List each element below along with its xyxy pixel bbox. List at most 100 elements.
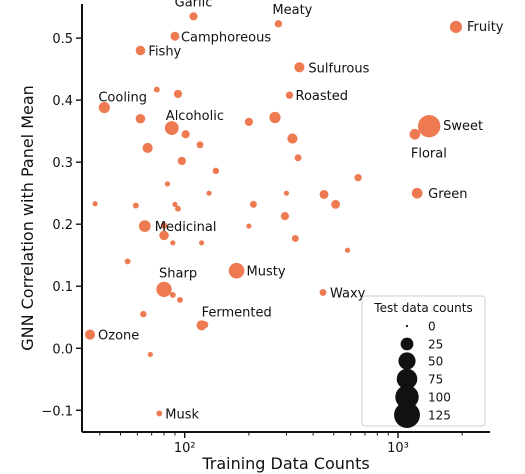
y-tick-label: 0.1 [52,280,73,295]
y-tick-label: 0.4 [52,94,73,109]
data-point [124,258,131,265]
data-point [283,190,290,196]
point-label-sweet: Sweet [443,119,483,134]
point-label-sulfurous: Sulfurous [308,61,369,76]
point-label-alcoholic: Alcoholic [166,109,224,124]
legend-marker [400,337,414,351]
x-ticks: 10² 10³ [99,432,463,456]
data-point [135,113,146,124]
data-point [164,181,171,187]
data-point [132,202,139,209]
y-axis-title: GNN Correlation with Panel Mean [18,85,37,351]
data-point [160,222,168,229]
data-point-roasted [285,91,294,99]
data-point [159,230,169,241]
data-point-cooling [98,101,110,114]
legend-marker [394,402,420,428]
data-point-camphoreous [170,31,180,41]
legend-title: Test data counts [373,301,472,315]
legend-marker [398,352,416,370]
data-point [92,201,98,207]
y-ticks: −0.1 0.0 0.1 0.2 0.3 0.4 0.5 [41,32,82,419]
data-point-sharp [156,281,172,297]
legend-label: 50 [428,355,443,369]
point-label-green: Green [428,187,467,202]
data-point [354,173,362,182]
data-point-musk [156,410,163,417]
point-label-ozone: Ozone [98,329,139,344]
legend-marker [396,368,418,390]
data-point-medicinal [138,220,151,232]
data-point [344,247,351,253]
data-point [249,200,257,208]
points-layer [84,12,463,417]
data-point [291,234,299,242]
data-point [280,212,290,221]
data-point [153,86,160,93]
data-point [331,199,341,209]
data-point [177,156,186,166]
point-label-medicinal: Medicinal [155,220,217,235]
data-point [181,130,190,139]
legend-label: 0 [428,320,436,334]
legend-label: 25 [428,338,443,352]
data-point-fermented [196,320,207,331]
data-point [269,111,281,124]
data-point [142,142,153,153]
data-point [198,240,205,246]
x-tick-label: 10² [174,441,196,456]
data-point-sulfurous [294,62,305,73]
data-point [319,189,329,199]
data-point [244,117,254,126]
data-point-waxy [319,288,327,296]
legend-marker [395,385,419,409]
y-tick-label: 0.2 [52,218,73,233]
x-tick-label: 10³ [387,441,409,456]
data-point-garlic [189,12,198,21]
data-point-musty [228,262,245,279]
data-point [173,89,183,99]
data-point [196,141,204,149]
data-point [246,223,252,229]
point-label-musk: Musk [165,407,199,422]
data-point [206,190,212,196]
point-label-fishy: Fishy [148,45,181,60]
data-point-sweet [418,115,441,138]
point-label-sharp: Sharp [159,266,197,281]
x-axis-title: Training Data Counts [201,454,369,473]
data-point [147,351,153,358]
point-label-musty: Musty [247,265,286,280]
legend-label: 100 [428,391,451,405]
legend-label: 125 [428,409,451,423]
data-point-meaty [274,20,283,28]
data-point-fruity [449,20,463,34]
legend-marker [405,324,409,328]
point-label-garlic: Garlic [175,0,213,10]
data-point [177,296,183,303]
data-point [169,291,176,298]
data-point [212,167,220,175]
data-point [172,201,178,207]
point-label-roasted: Roasted [296,89,349,104]
data-point [170,240,176,246]
point-label-floral: Floral [411,146,447,161]
data-point-alcoholic [164,121,179,135]
y-tick-label: 0.5 [52,32,73,47]
point-label-cooling: Cooling [98,91,147,106]
data-point-green [411,187,423,199]
legend-frame [361,295,486,427]
data-point [175,205,181,212]
legend-items: 0 25 50 75 100 125 [394,320,451,428]
point-label-fermented: Fermented [202,305,272,320]
y-tick-label: 0.3 [52,156,73,171]
point-label-camphoreous: Camphoreous [181,30,271,45]
data-point-ozone [84,329,96,340]
data-point [294,154,302,162]
data-point [140,310,147,318]
point-label-fruity: Fruity [467,20,504,35]
data-point [287,133,298,144]
point-label-waxy: Waxy [330,286,366,301]
y-tick-label: −0.1 [41,404,73,419]
